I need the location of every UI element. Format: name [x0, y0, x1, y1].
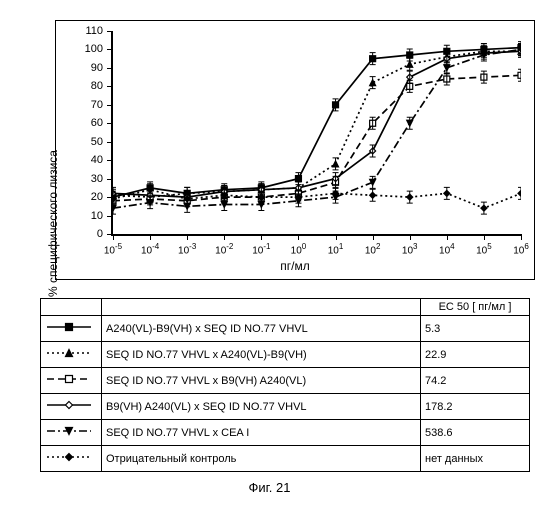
- legend-swatch: [41, 342, 102, 368]
- legend-swatch: [41, 420, 102, 446]
- x-tick-label: 101: [328, 242, 344, 256]
- legend-header-blank: [41, 299, 102, 316]
- x-tick-label: 10-4: [141, 242, 159, 256]
- legend-ec50: нет данных: [421, 446, 530, 472]
- legend-label: A240(VL)-B9(VH) x SEQ ID NO.77 VHVL: [102, 316, 421, 342]
- y-tick-label: 50: [91, 136, 103, 148]
- y-tick-label: 60: [91, 117, 103, 129]
- y-tick-label: 80: [91, 80, 103, 92]
- y-tick-label: 110: [85, 25, 103, 37]
- legend-ec50: 74.2: [421, 368, 530, 394]
- x-tick-label: 102: [365, 242, 381, 256]
- plot-area: 010203040506070809010011010-510-410-310-…: [111, 31, 521, 236]
- legend-row: Отрицательный контрольнет данных: [41, 446, 530, 472]
- legend-swatch: [41, 394, 102, 420]
- chart-container: % специфического лизиса 0102030405060708…: [55, 20, 535, 280]
- y-tick-label: 100: [85, 43, 103, 55]
- legend-row: A240(VL)-B9(VH) x SEQ ID NO.77 VHVL5.3: [41, 316, 530, 342]
- y-tick-label: 70: [91, 99, 103, 111]
- legend-row: SEQ ID NO.77 VHVL x CEA I538.6: [41, 420, 530, 446]
- legend-ec50: 178.2: [421, 394, 530, 420]
- legend-ec50: 5.3: [421, 316, 530, 342]
- x-tick-label: 10-2: [215, 242, 233, 256]
- x-tick-label: 106: [513, 242, 529, 256]
- y-tick-label: 40: [91, 154, 103, 166]
- x-axis-label: пг/мл: [280, 259, 309, 273]
- y-tick-label: 20: [91, 191, 103, 203]
- x-tick-label: 10-3: [178, 242, 196, 256]
- legend-label: Отрицательный контроль: [102, 446, 421, 472]
- legend-row: SEQ ID NO.77 VHVL x B9(VH) A240(VL)74.2: [41, 368, 530, 394]
- legend-ec50: 22.9: [421, 342, 530, 368]
- legend-label: SEQ ID NO.77 VHVL x B9(VH) A240(VL): [102, 368, 421, 394]
- x-tick-label: 10-1: [252, 242, 270, 256]
- legend-row: B9(VH) A240(VL) x SEQ ID NO.77 VHVL178.2: [41, 394, 530, 420]
- legend-ec50: 538.6: [421, 420, 530, 446]
- y-tick-label: 10: [91, 210, 103, 222]
- legend-label: SEQ ID NO.77 VHVL x A240(VL)-B9(VH): [102, 342, 421, 368]
- x-tick-label: 103: [402, 242, 418, 256]
- legend-label: SEQ ID NO.77 VHVL x CEA I: [102, 420, 421, 446]
- x-tick-label: 105: [476, 242, 492, 256]
- legend-label: B9(VH) A240(VL) x SEQ ID NO.77 VHVL: [102, 394, 421, 420]
- y-tick-label: 30: [91, 173, 103, 185]
- x-tick-label: 104: [439, 242, 455, 256]
- y-tick-label: 90: [91, 62, 103, 74]
- figure-caption: Фиг. 21: [20, 480, 519, 495]
- y-tick-label: 0: [97, 228, 103, 240]
- legend-header-blank2: [102, 299, 421, 316]
- legend-row: SEQ ID NO.77 VHVL x A240(VL)-B9(VH)22.9: [41, 342, 530, 368]
- legend-swatch: [41, 446, 102, 472]
- x-tick-label: 10-5: [104, 242, 122, 256]
- legend-table: EC 50 [ пг/мл ] A240(VL)-B9(VH) x SEQ ID…: [40, 298, 530, 472]
- legend-header-ec50: EC 50 [ пг/мл ]: [421, 299, 530, 316]
- legend-swatch: [41, 368, 102, 394]
- chart-svg: [113, 31, 521, 234]
- y-axis-label: % специфического лизиса: [46, 150, 60, 297]
- x-tick-label: 100: [291, 242, 307, 256]
- legend-swatch: [41, 316, 102, 342]
